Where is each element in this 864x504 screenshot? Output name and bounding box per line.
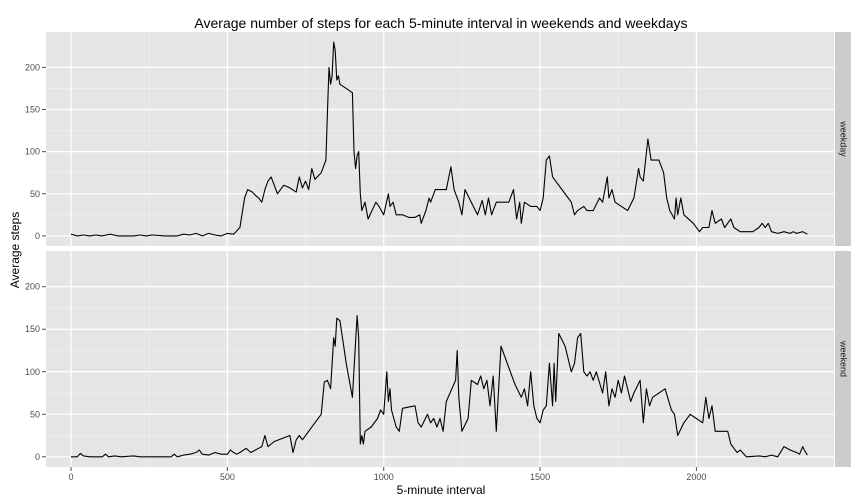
y-axis-title: Average steps (8, 212, 22, 289)
panel-weekday: 0 50 100 150 200 weekday (25, 32, 851, 246)
panel-background (46, 32, 834, 246)
x-tick-label: 1500 (530, 472, 550, 482)
chart-title: Average number of steps for each 5-minut… (194, 15, 687, 31)
y-tick-label: 0 (35, 231, 40, 241)
y-tick-label: 150 (25, 105, 40, 115)
x-tick-label: 1000 (374, 472, 394, 482)
facet-strip (835, 251, 851, 467)
y-tick-label: 200 (25, 62, 40, 72)
x-axis-title: 5-minute interval (397, 483, 486, 497)
facet-strip-label: weekend (839, 340, 849, 377)
y-tick-label: 50 (30, 409, 40, 419)
y-tick-label: 50 (30, 189, 40, 199)
y-tick-label: 100 (25, 147, 40, 157)
panel-weekend: 0 50 100 150 200 weekend (25, 251, 851, 467)
panel-background (46, 251, 834, 467)
y-tick-label: 200 (25, 282, 40, 292)
facet-panels: 0 50 100 150 200 weekday 0 50 100 150 200 weekend 0 5… (25, 32, 851, 482)
x-tick-label: 2000 (686, 472, 706, 482)
facet-strip (835, 32, 851, 246)
y-tick-label: 100 (25, 367, 40, 377)
series-line-weekend (71, 315, 808, 458)
x-tick-label: 500 (220, 472, 235, 482)
y-tick-label: 0 (35, 452, 40, 462)
y-tick-label: 150 (25, 324, 40, 334)
facet-strip-label: weekday (839, 120, 849, 157)
x-tick-label: 0 (69, 472, 74, 482)
series-line-weekday (70, 41, 808, 237)
